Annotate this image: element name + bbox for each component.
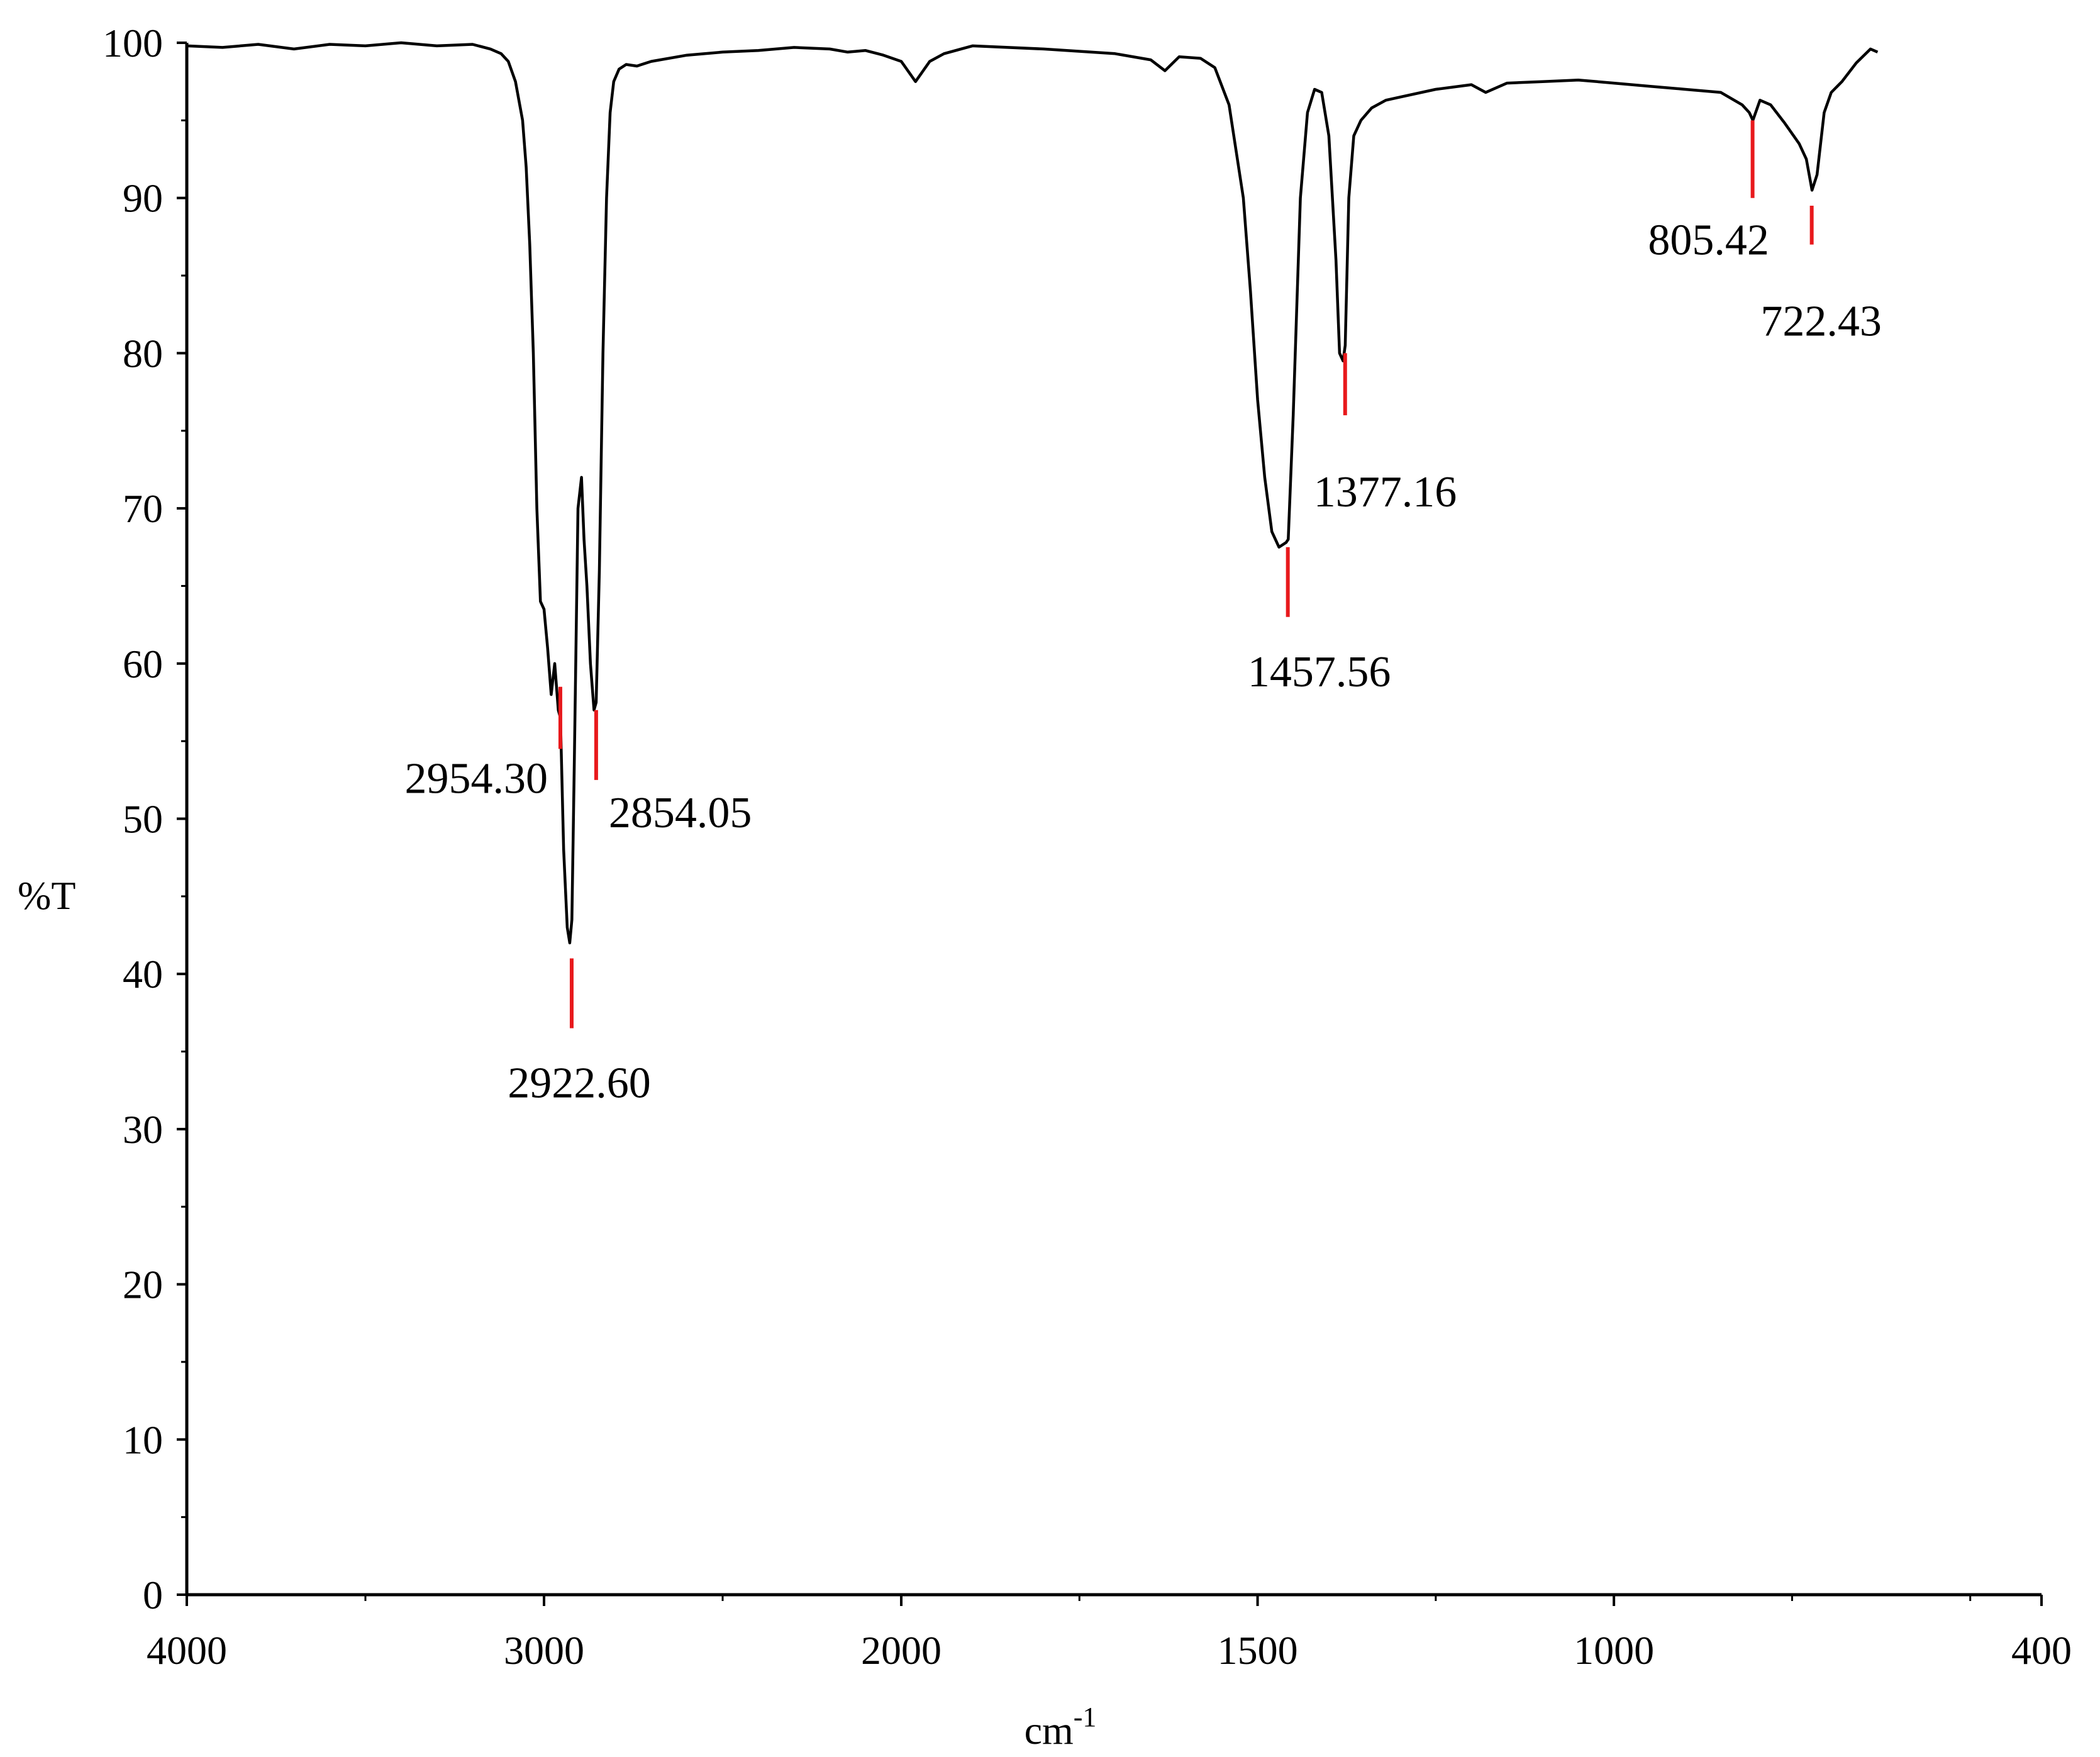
y-tick-label-60: 60 — [123, 642, 163, 686]
y-tick-label-100: 100 — [103, 21, 163, 65]
x-tick-label-2000: 2000 — [861, 1628, 942, 1673]
x-tick-label-3000: 3000 — [504, 1628, 584, 1673]
peak-label-1377.16: 1377.16 — [1314, 468, 1457, 516]
y-tick-label-70: 70 — [123, 486, 163, 531]
x-tick-label-1500: 1500 — [1218, 1628, 1298, 1673]
x-tick-label-4000: 4000 — [147, 1628, 227, 1673]
x-tick-label-400: 400 — [2011, 1628, 2072, 1673]
y-tick-label-30: 30 — [123, 1107, 163, 1152]
y-tick-label-80: 80 — [123, 331, 163, 376]
x-axis-label: cm-1 — [1025, 1702, 1097, 1753]
peak-label-722.43: 722.43 — [1760, 298, 1882, 346]
x-axis-ticks: 4000 3000 2000 1500 1000 400 — [147, 1595, 2072, 1673]
peak-label-805.42: 805.42 — [1648, 216, 1769, 265]
y-tick-label-20: 20 — [123, 1263, 163, 1307]
x-axis-label-text: cm — [1025, 1708, 1074, 1753]
spectrum-series — [186, 41, 1879, 945]
peak-label-2954.30: 2954.30 — [404, 754, 548, 803]
y-axis-label: %T — [18, 873, 75, 918]
y-tick-label-50: 50 — [123, 797, 163, 842]
y-tick-label-90: 90 — [123, 176, 163, 221]
y-tick-label-40: 40 — [123, 952, 163, 996]
x-tick-label-1000: 1000 — [1574, 1628, 1654, 1673]
y-tick-label-10: 10 — [123, 1417, 163, 1462]
peak-markers — [558, 120, 1814, 1029]
peak-labels: 2954.30 2922.60 2854.05 1457.56 1377.16 805.4… — [404, 216, 1881, 1108]
peak-label-2922.60: 2922.60 — [508, 1059, 651, 1108]
spectrum-line-0 — [186, 41, 1879, 945]
y-tick-label-0: 0 — [143, 1573, 163, 1617]
x-axis-label-superscript: -1 — [1074, 1702, 1097, 1732]
peak-label-2854.05: 2854.05 — [609, 789, 752, 837]
peak-label-1457.56: 1457.56 — [1248, 648, 1391, 696]
y-axis-ticks: 0 10 20 30 40 50 60 70 80 90 100 — [103, 21, 187, 1617]
chart-axes — [185, 43, 2042, 1597]
